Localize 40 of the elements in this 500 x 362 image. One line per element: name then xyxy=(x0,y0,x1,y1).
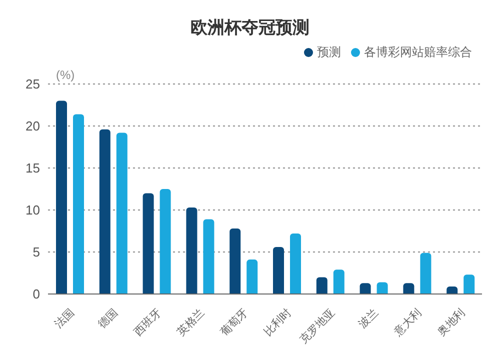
y-tick-label: 15 xyxy=(26,160,40,176)
y-tick-label: 0 xyxy=(32,286,40,302)
bar xyxy=(316,277,328,294)
x-tick-label: 英格兰 xyxy=(174,306,208,339)
bar xyxy=(99,129,110,294)
y-tick-label: 20 xyxy=(26,118,40,134)
x-tick-label: 德国 xyxy=(96,306,120,331)
bar xyxy=(142,193,154,294)
x-tick-label: 意大利 xyxy=(390,306,424,340)
bar xyxy=(446,286,458,294)
chart-title: 欧洲杯夺冠预测 xyxy=(190,17,310,39)
x-tick-label: 西班牙 xyxy=(131,306,164,339)
bar xyxy=(160,189,171,294)
bar xyxy=(376,282,388,294)
bar xyxy=(56,100,67,294)
bar xyxy=(246,260,258,294)
bar xyxy=(73,114,84,294)
bar xyxy=(116,132,128,294)
legend-label: 预测 xyxy=(317,45,341,59)
x-tick-label: 克罗地亚 xyxy=(297,306,338,346)
y-axis-title: (%) xyxy=(56,68,75,82)
bar xyxy=(290,234,301,294)
bar xyxy=(464,274,475,294)
bar xyxy=(420,252,432,294)
bar xyxy=(333,270,344,294)
bar xyxy=(203,219,214,294)
x-tick-label: 葡萄牙 xyxy=(218,306,251,339)
bar xyxy=(360,283,371,294)
bar xyxy=(273,246,284,294)
y-tick-label: 5 xyxy=(32,244,40,260)
bar xyxy=(403,283,414,294)
legend-label: 各博彩网站赔率综合 xyxy=(364,45,472,59)
bar xyxy=(186,207,198,294)
x-tick-label: 波兰 xyxy=(356,306,381,331)
y-tick-label: 25 xyxy=(26,76,40,92)
x-tick-label: 奥地利 xyxy=(434,306,468,339)
x-tick-label: 比利时 xyxy=(261,306,294,339)
y-tick-label: 10 xyxy=(26,202,40,218)
bar xyxy=(230,228,241,294)
x-tick-label: 法国 xyxy=(52,306,77,331)
